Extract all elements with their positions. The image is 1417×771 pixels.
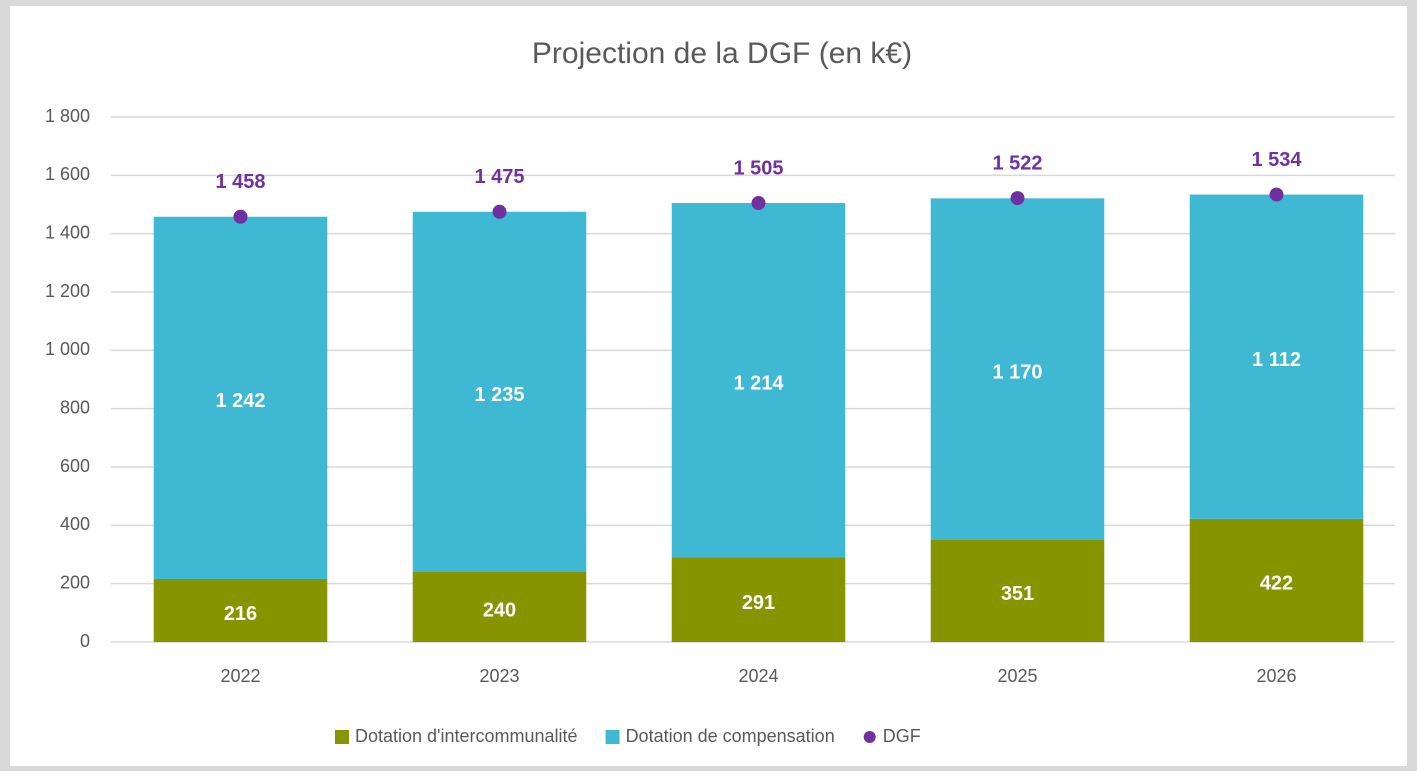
y-tick-label: 1 400 [45,222,90,242]
data-label: 1 170 [992,361,1042,383]
x-tick-label: 2026 [1256,666,1296,686]
x-tick-label: 2022 [220,666,260,686]
legend-label: Dotation d'intercommunalité [355,726,578,746]
legend-marker [335,730,349,744]
bar-segment [412,211,587,572]
data-label: 1 475 [474,166,524,188]
bar-segment [930,539,1105,642]
data-label: 1 505 [733,157,783,179]
x-tick-label: 2025 [997,666,1037,686]
dgf-point [233,209,248,224]
y-tick-label: 1 200 [45,281,90,301]
dgf-point [1010,191,1025,206]
dgf-point [751,196,766,211]
bar-segment [1189,194,1364,519]
data-label: 216 [224,603,257,625]
x-tick-label: 2023 [479,666,519,686]
data-label: 291 [742,592,775,614]
y-tick-label: 1 000 [45,339,90,359]
data-label: 422 [1260,573,1293,595]
bar-segment [153,216,328,579]
data-label: 1 235 [474,384,524,406]
x-tick-label: 2024 [738,666,778,686]
legend-marker [863,731,876,743]
bar-segment [153,579,328,642]
bar-segment [930,198,1105,540]
y-tick-label: 1 800 [45,106,90,126]
bar-segment [1189,518,1364,642]
data-label: 1 522 [992,152,1042,174]
bar-segment [671,557,846,642]
data-label: 1 534 [1251,149,1302,171]
data-label: 240 [483,599,516,621]
y-tick-label: 200 [60,572,90,592]
legend-label: DGF [883,726,921,746]
y-tick-label: 0 [80,631,90,651]
dgf-point [492,204,507,219]
y-tick-label: 600 [60,456,90,476]
legend-marker [605,730,620,744]
dgf-point [1269,187,1284,202]
y-tick-label: 800 [60,397,90,417]
data-label: 1 242 [215,390,265,412]
data-label: 1 458 [215,171,265,193]
bar-segment [671,203,846,558]
y-tick-label: 400 [60,514,90,534]
data-label: 1 112 [1252,349,1301,371]
y-tick-label: 1 600 [45,164,90,184]
data-label: 1 214 [733,372,784,394]
legend-label: Dotation de compensation [626,726,835,746]
data-label: 351 [1001,583,1034,605]
chart-title: Projection de la DGF (en k€) [532,37,912,70]
bar-segment [412,572,587,642]
